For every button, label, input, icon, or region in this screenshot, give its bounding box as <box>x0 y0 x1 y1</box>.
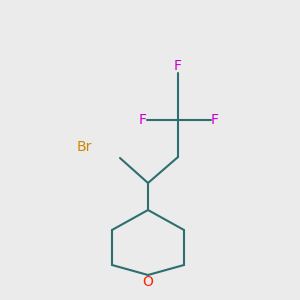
Text: F: F <box>139 113 147 127</box>
Text: Br: Br <box>76 140 92 154</box>
Text: O: O <box>142 275 153 289</box>
Text: F: F <box>174 59 182 73</box>
Text: F: F <box>211 113 219 127</box>
